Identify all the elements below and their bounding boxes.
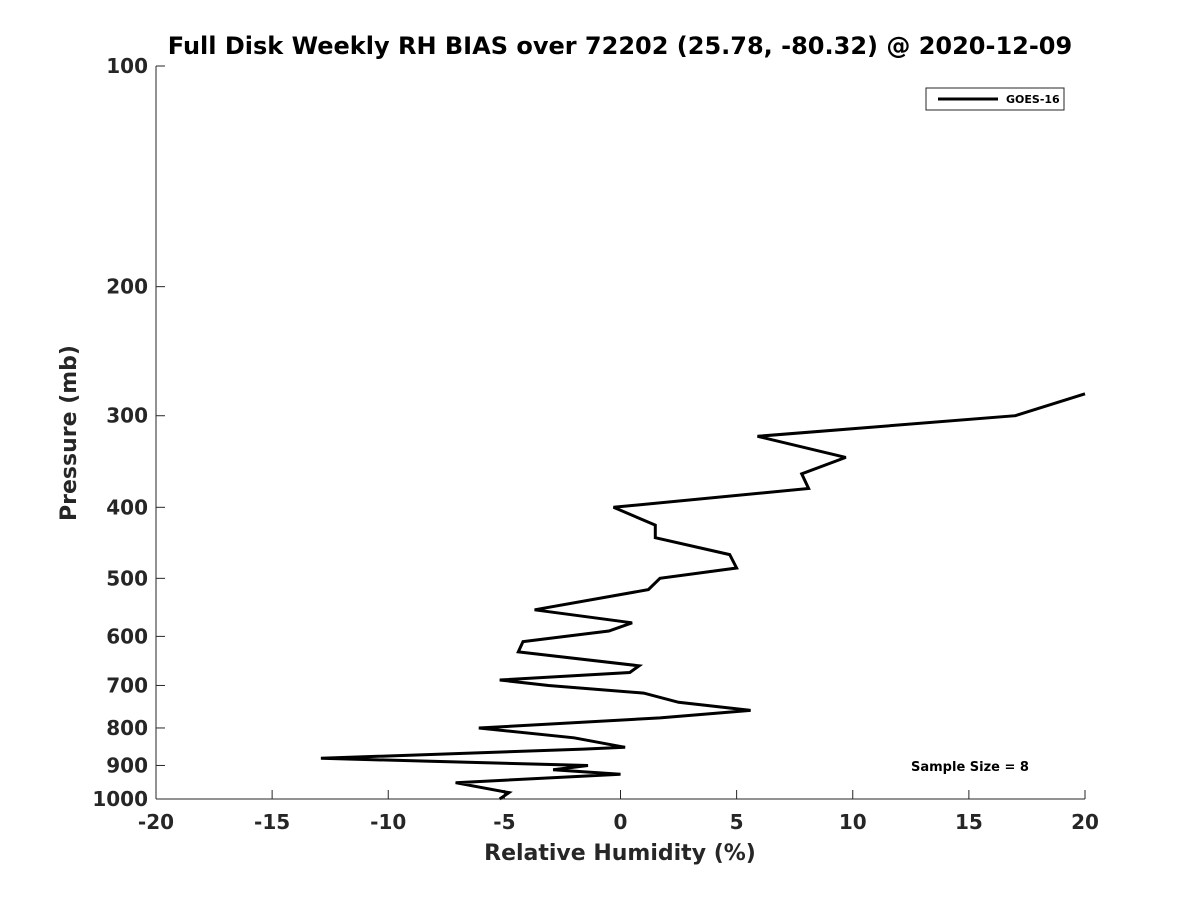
series-line-goes-16	[320, 392, 1086, 801]
x-tick-label: 20	[1071, 810, 1099, 834]
y-tick-label: 700	[106, 673, 148, 697]
series-layer	[320, 392, 1086, 801]
y-tick-label: 900	[106, 753, 148, 777]
x-tick-label: -20	[138, 810, 174, 834]
x-axis-label: Relative Humidity (%)	[484, 841, 756, 866]
plot-axes	[155, 66, 1085, 800]
x-axis-ticks: -20 -15 -10 -5 0 5 10 15 20	[138, 790, 1099, 834]
y-axis-label: Pressure (mb)	[57, 345, 82, 521]
x-tick-label: -5	[493, 810, 515, 834]
x-tick-label: -15	[254, 810, 290, 834]
legend-entry-goes-16: GOES-16	[1006, 93, 1060, 106]
y-tick-label: 800	[106, 716, 148, 740]
y-axis-ticks: 100 200 300 400 500 600 700 800 900 1000	[92, 54, 165, 811]
x-tick-label: 0	[614, 810, 628, 834]
y-tick-label: 200	[106, 275, 148, 299]
y-tick-label: 1000	[92, 787, 148, 811]
x-tick-label: -10	[370, 810, 406, 834]
x-tick-label: 5	[730, 810, 744, 834]
chart-title: Full Disk Weekly RH BIAS over 72202 (25.…	[168, 32, 1072, 60]
x-tick-label: 10	[839, 810, 867, 834]
y-tick-label: 300	[106, 404, 148, 428]
y-tick-label: 500	[106, 566, 148, 590]
y-tick-label: 100	[106, 54, 148, 78]
x-tick-label: 15	[955, 810, 983, 834]
sample-size-annotation: Sample Size = 8	[911, 760, 1029, 775]
y-tick-label: 400	[106, 495, 148, 519]
legend: GOES-16	[925, 87, 1065, 111]
y-tick-label: 600	[106, 624, 148, 648]
